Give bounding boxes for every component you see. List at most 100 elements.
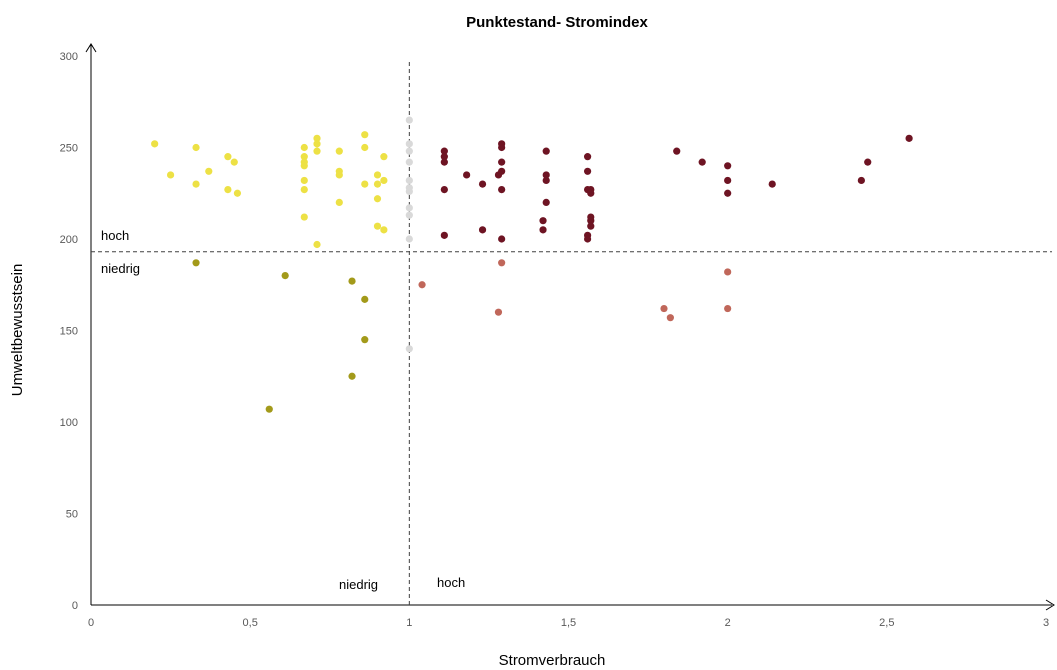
y-tick-label: 200 [60,234,78,246]
data-point [494,308,503,316]
x-tick-label: 1 [406,617,412,629]
x-tick-label: 2,5 [879,617,894,629]
y-axis-label: Umweltbewusstsein [9,264,26,397]
data-point [281,272,289,280]
data-point [205,167,213,175]
x-tick-label: 1,5 [561,617,576,629]
y-axis-ticks: 0 50 100 150 200 250 300 [60,51,78,612]
data-point [373,180,382,188]
data-point [542,171,550,179]
data-point [584,235,592,243]
data-point [224,185,232,194]
data-point [192,259,200,267]
data-point [542,147,550,155]
data-point [666,314,674,322]
data-point [192,180,200,188]
data-point [498,185,506,194]
data-point [660,304,668,313]
x-tick-label: 0,5 [243,617,258,629]
data-point [478,226,487,234]
data-point [300,213,308,221]
y-tick-label: 100 [60,417,78,429]
data-point [300,153,308,161]
data-point [405,140,413,148]
data-point [584,153,592,161]
data-point [151,140,159,148]
data-point [498,158,506,166]
x-tick-label: 2 [725,617,731,629]
data-point [542,198,550,206]
data-point [230,158,238,166]
y-low-label: niedrig [101,261,140,276]
data-point [405,158,413,166]
y-tick-label: 300 [60,51,78,63]
data-point [405,116,413,124]
data-point [584,167,592,175]
data-point [673,147,681,155]
data-point [587,222,595,230]
data-point [335,171,343,179]
data-point [724,162,732,170]
data-point [405,211,413,219]
x-axis-arrow-icon [1045,599,1055,611]
y-tick-label: 50 [66,509,78,521]
data-point [724,304,732,313]
chart-title: Punktestand- Stromindex [466,14,648,31]
data-point [463,171,471,179]
x-axis-ticks: 0 0,5 1 1,5 2 2,5 3 [88,617,1049,629]
data-point [313,147,321,155]
data-point [265,405,273,413]
axes [85,43,1055,611]
data-point [405,235,413,243]
data-point [335,198,343,206]
data-point [587,189,595,197]
data-point [478,180,487,188]
data-point [233,189,242,197]
data-point [498,235,506,243]
data-point [498,259,506,267]
x-axis-label: Stromverbrauch [499,652,606,669]
data-point [300,162,308,170]
y-axis-arrow-icon [85,43,97,53]
data-point [440,231,448,239]
data-points [151,116,913,413]
data-point [405,204,413,212]
data-point [494,171,503,179]
data-point [405,176,413,185]
data-point [361,131,369,139]
data-point [542,176,550,185]
threshold-lines [91,60,1052,605]
data-point [905,134,913,142]
data-point [300,185,308,194]
data-point [361,180,369,188]
data-point [405,345,413,353]
data-point [361,336,369,344]
data-point [539,217,547,225]
data-point [724,268,732,276]
data-point [440,153,448,161]
data-point [335,147,343,155]
data-point [440,158,448,166]
data-point [698,158,706,166]
data-point [857,176,865,185]
data-point [300,143,308,152]
data-point [380,176,388,185]
data-point [380,153,388,161]
y-high-label: hoch [101,228,129,243]
data-point [192,143,200,152]
y-tick-label: 150 [60,326,78,338]
data-point [373,171,382,179]
data-point [373,195,382,203]
data-point [361,295,369,303]
data-point [380,226,388,234]
data-point [300,176,308,185]
data-point [348,372,356,380]
data-point [224,153,232,161]
x-high-label: hoch [437,575,465,590]
x-tick-label: 3 [1043,617,1049,629]
data-point [313,134,321,142]
data-point [498,143,506,152]
data-point [405,147,413,155]
data-point [724,189,732,197]
